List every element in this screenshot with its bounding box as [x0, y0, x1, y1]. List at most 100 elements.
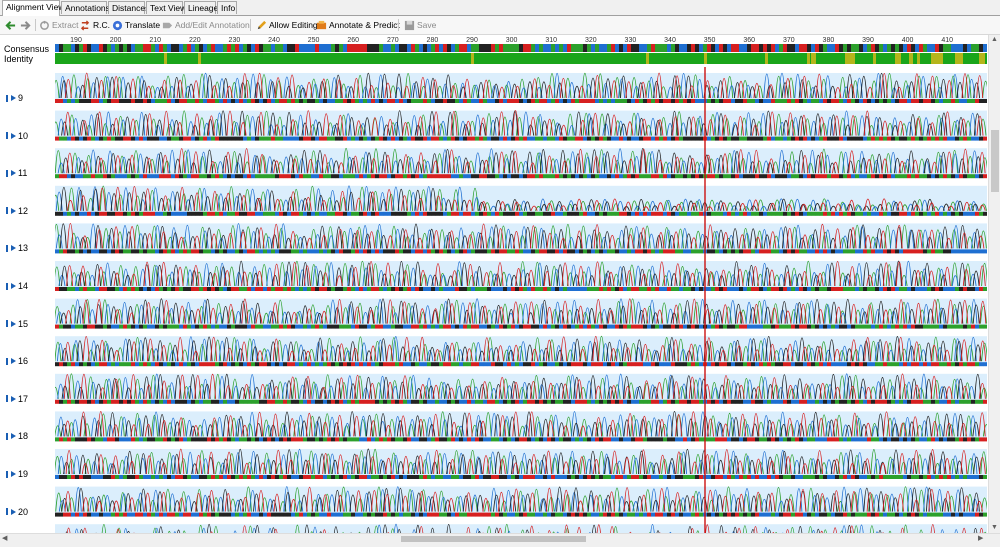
sequence-row-label[interactable]: 9	[6, 93, 23, 103]
base-call	[707, 287, 712, 291]
base-call	[939, 287, 944, 291]
consensus-base	[767, 44, 772, 52]
tab-alignment-view[interactable]: Alignment View	[2, 0, 64, 16]
base-call	[351, 362, 356, 367]
tab-annotations[interactable]: Annotations	[61, 1, 110, 14]
base-call	[327, 512, 332, 517]
base-call	[619, 475, 624, 479]
scroll-down-arrow-icon[interactable]: ▼	[991, 524, 998, 531]
base-call	[919, 287, 924, 291]
scroll-up-arrow-icon[interactable]: ▲	[991, 36, 998, 43]
scroll-left-arrow-icon[interactable]: ◀	[2, 535, 8, 542]
extract-button[interactable]: Extract	[39, 18, 78, 32]
expand-arrow-icon[interactable]	[11, 132, 16, 139]
expand-arrow-icon[interactable]	[11, 207, 16, 214]
sequence-row-label[interactable]: 17	[6, 394, 28, 404]
base-call	[399, 399, 404, 404]
expand-arrow-icon[interactable]	[11, 471, 16, 477]
base-call	[191, 99, 196, 103]
base-call	[439, 324, 444, 329]
base-call	[755, 475, 760, 479]
base-call	[423, 362, 428, 367]
vertical-scroll-thumb[interactable]	[991, 130, 999, 192]
sequence-row-label[interactable]: 19	[6, 469, 28, 479]
base-call	[567, 362, 572, 367]
base-call	[923, 399, 928, 404]
base-call	[579, 437, 584, 442]
sequence-row-label[interactable]: 18	[6, 431, 28, 441]
sequence-row-label[interactable]: 20	[6, 507, 28, 517]
sequence-row-label[interactable]: 16	[6, 356, 28, 366]
base-call	[931, 136, 936, 141]
base-call	[783, 136, 788, 141]
expand-arrow-icon[interactable]	[11, 283, 16, 289]
base-call	[111, 437, 116, 442]
base-call	[383, 287, 388, 291]
horizontal-scrollbar[interactable]: ◀ ▶	[0, 533, 1000, 544]
sequence-row-label[interactable]: 13	[6, 243, 28, 253]
base-call	[219, 475, 224, 479]
base-call	[255, 362, 260, 367]
base-call	[687, 211, 692, 216]
base-call	[239, 249, 244, 254]
expand-marker-icon	[6, 169, 8, 177]
sequence-row-label[interactable]: 11	[6, 168, 27, 178]
base-call	[891, 512, 896, 517]
tab-distances[interactable]: Distances	[108, 1, 149, 14]
base-call	[723, 437, 728, 442]
horizontal-scroll-thumb[interactable]	[401, 536, 586, 542]
tab-info[interactable]: Info	[217, 1, 237, 14]
base-call	[267, 249, 272, 254]
expand-arrow-icon[interactable]	[11, 508, 16, 515]
sequence-row-label[interactable]: 12	[6, 206, 28, 216]
base-call	[511, 99, 516, 103]
base-call	[179, 174, 184, 179]
base-call	[971, 136, 976, 141]
vertical-scrollbar[interactable]: ▲ ▼	[988, 35, 1000, 533]
base-call	[963, 437, 968, 442]
base-call	[315, 512, 320, 517]
base-call	[623, 324, 628, 329]
consensus-base	[459, 44, 464, 52]
scroll-right-arrow-icon[interactable]: ▶	[978, 535, 984, 542]
expand-arrow-icon[interactable]	[11, 433, 16, 440]
expand-arrow-icon[interactable]	[11, 170, 16, 177]
sequence-row-label[interactable]: 15	[6, 319, 28, 329]
expand-arrow-icon[interactable]	[11, 320, 16, 327]
annotate-predict-button[interactable]: Annotate & Predict	[316, 18, 400, 32]
expand-arrow-icon[interactable]	[11, 245, 16, 252]
reverse-complement-button[interactable]: R.C.	[80, 18, 110, 32]
base-call	[339, 399, 344, 404]
expand-marker-icon	[6, 320, 8, 328]
translate-button[interactable]: Translate	[112, 18, 160, 32]
sequence-row-label[interactable]: 14	[6, 281, 28, 291]
tab-text-view[interactable]: Text View	[146, 1, 186, 14]
base-call	[687, 99, 692, 103]
save-button[interactable]: Save	[404, 18, 436, 32]
base-call	[391, 437, 396, 442]
base-call	[979, 362, 984, 367]
expand-arrow-icon[interactable]	[11, 395, 16, 402]
base-call	[363, 136, 368, 141]
base-call	[139, 475, 144, 479]
expand-arrow-icon[interactable]	[11, 95, 16, 101]
expand-arrow-icon[interactable]	[11, 358, 16, 365]
base-call	[259, 211, 264, 216]
back-button[interactable]	[5, 18, 16, 32]
base-call	[675, 174, 680, 179]
base-call	[103, 287, 108, 291]
chromatogram-area[interactable]	[55, 67, 987, 533]
consensus-base	[299, 44, 304, 52]
base-call	[943, 174, 948, 179]
allow-editing-button[interactable]: Allow Editing	[256, 18, 318, 32]
forward-button[interactable]	[20, 18, 31, 32]
base-call	[311, 136, 316, 141]
base-call	[443, 211, 448, 216]
tab-lineage[interactable]: Lineage	[184, 1, 218, 14]
consensus-base	[799, 44, 804, 52]
base-call	[455, 249, 460, 254]
base-call	[435, 174, 440, 179]
base-call	[651, 136, 656, 141]
add-edit-annotation-button[interactable]: Add/Edit Annotation	[162, 18, 250, 32]
sequence-row-label[interactable]: 10	[6, 131, 28, 141]
